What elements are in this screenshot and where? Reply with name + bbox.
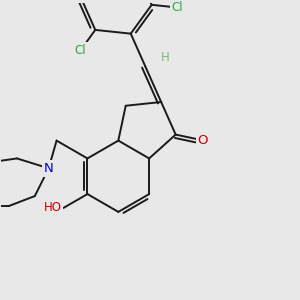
Text: H: H [161, 51, 170, 64]
Text: HO: HO [44, 201, 62, 214]
Text: Cl: Cl [74, 44, 86, 57]
Text: Cl: Cl [172, 1, 183, 14]
Text: N: N [44, 162, 53, 175]
Text: O: O [197, 134, 208, 147]
